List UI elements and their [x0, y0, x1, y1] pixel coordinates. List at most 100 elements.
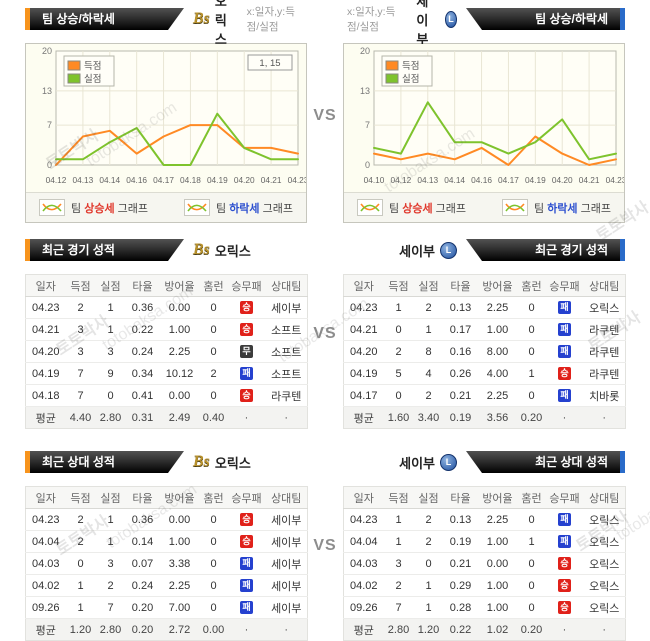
- result-loss-icon: 패: [240, 367, 253, 380]
- table-cell: 패: [227, 362, 266, 385]
- table-cell: 세이부: [265, 296, 308, 319]
- result-loss-icon: 패: [558, 345, 571, 358]
- table-cell: 소프트: [265, 318, 308, 341]
- svg-text:04.13: 04.13: [417, 175, 438, 185]
- svg-text:04.14: 04.14: [99, 175, 120, 185]
- table-cell: 세이부: [265, 552, 308, 575]
- table-cell: 3: [65, 318, 96, 341]
- orix-recent-table: 일자 득점 실점 타율 방어율 홈런 승무패 상대팀 04.23 2 1 0.36 0.00 0 승 세이부 0…: [25, 274, 308, 429]
- column-header: 방어율: [159, 486, 200, 509]
- average-row: 평균 1.60 3.40 0.19 3.56 0.20 · ·: [343, 406, 626, 429]
- trend-charts-section: 팀 상승/하락세 Bs 오릭스 x:일자,y:득점/실점 20 13 7 0 04.12…: [25, 0, 625, 223]
- table-cell: 오릭스: [583, 530, 626, 553]
- crossing-lines-icon: [357, 199, 384, 216]
- table-cell: 1.00: [159, 530, 200, 553]
- orix-team-label: Bs 오릭스: [193, 241, 251, 260]
- orix-logo-icon: Bs: [193, 241, 210, 258]
- svg-text:04.21: 04.21: [579, 175, 600, 185]
- table-cell: 0.19: [443, 530, 478, 553]
- table-cell: 0.20: [517, 406, 546, 429]
- table-cell: 04.23: [25, 508, 66, 531]
- table-cell: 0.00: [159, 384, 200, 407]
- column-header: 득점: [383, 274, 414, 297]
- seibu-trend-panel: x:일자,y:득점/실점 세이부 L 팀 상승/하락세 20 13 7 0 04.10 0…: [343, 0, 625, 223]
- table-cell: 0.40: [199, 406, 228, 429]
- table-cell: 세이부: [265, 508, 308, 531]
- chart-footer-legend: 팀 상승세 그래프 팀 하락세 그래프: [344, 192, 624, 222]
- svg-text:13: 13: [42, 86, 52, 96]
- svg-text:실점: 실점: [84, 73, 101, 85]
- table-cell: 2.25: [477, 296, 518, 319]
- table-cell: 무: [227, 340, 266, 363]
- table-cell: 0: [517, 596, 546, 619]
- svg-text:0: 0: [47, 160, 52, 170]
- table-cell: 오릭스: [583, 508, 626, 531]
- table-row: 04.02 1 2 0.24 2.25 0 패 세이부: [25, 574, 308, 597]
- axis-note: x:일자,y:득점/실점: [246, 6, 295, 33]
- seibu-team-label: 세이부 L: [416, 0, 457, 48]
- table-cell: 2: [383, 574, 414, 597]
- trend-legend-item: 팀 상승세 그래프: [357, 199, 466, 216]
- table-cell: 2: [413, 296, 444, 319]
- table-cell: 2.72: [159, 618, 200, 641]
- column-header: 실점: [413, 486, 444, 509]
- seibu-logo-icon: L: [440, 241, 457, 259]
- table-cell: 0.34: [125, 362, 160, 385]
- table-cell: 1: [95, 296, 126, 319]
- table-cell: 1: [383, 296, 414, 319]
- seibu-team-label: 세이부 L: [399, 241, 457, 260]
- svg-text:04.10: 04.10: [364, 175, 385, 185]
- column-header: 득점: [65, 486, 96, 509]
- svg-text:20: 20: [360, 46, 370, 56]
- column-header: 실점: [95, 274, 126, 297]
- tab-accent-bar: [25, 451, 30, 473]
- table-cell: 승: [227, 318, 266, 341]
- table-cell: 1: [413, 596, 444, 619]
- column-header: 타율: [443, 486, 478, 509]
- table-cell: 04.19: [343, 362, 384, 385]
- table-row: 04.04 2 1 0.14 1.00 0 승 세이부: [25, 530, 308, 553]
- table-cell: 2: [383, 340, 414, 363]
- column-header: 승무패: [227, 274, 266, 297]
- table-cell: 04.04: [25, 530, 66, 553]
- table-cell: 라쿠텐: [583, 340, 626, 363]
- svg-text:7: 7: [47, 120, 52, 130]
- table-row: 04.23 2 1 0.36 0.00 0 승 세이부: [25, 508, 308, 531]
- table-cell: 0.19: [443, 406, 478, 429]
- svg-text:04.13: 04.13: [73, 175, 94, 185]
- trend-legend-item: 팀 하락세 그래프: [502, 199, 611, 216]
- table-cell: 승: [227, 530, 266, 553]
- tab-accent-bar: [620, 239, 625, 261]
- table-cell: 0.07: [125, 552, 160, 575]
- table-cell: 0.22: [443, 618, 478, 641]
- column-header: 방어율: [477, 274, 518, 297]
- table-cell: 0: [199, 340, 228, 363]
- table-cell: 세이부: [265, 530, 308, 553]
- seibu-recent-table: 일자 득점 실점 타율 방어율 홈런 승무패 상대팀 04.23 1 2 0.13 2.25 0 패 오릭스 0…: [343, 274, 626, 429]
- result-win-icon: 승: [558, 579, 571, 592]
- table-row: 04.18 7 0 0.41 0.00 0 승 라쿠텐: [25, 384, 308, 407]
- seibu-team-name: 세이부: [399, 455, 435, 471]
- table-cell: 3.40: [413, 406, 444, 429]
- column-header: 타율: [125, 486, 160, 509]
- table-cell: 오릭스: [583, 296, 626, 319]
- table-cell: 0.31: [125, 406, 160, 429]
- orix-logo-icon: Bs: [193, 10, 210, 27]
- table-cell: 4.40: [65, 406, 96, 429]
- table-cell: 2.25: [477, 508, 518, 531]
- table-cell: ·: [265, 618, 308, 641]
- table-cell: 2.25: [477, 384, 518, 407]
- svg-text:20: 20: [42, 46, 52, 56]
- table-cell: 4.00: [477, 362, 518, 385]
- table-cell: 2: [95, 574, 126, 597]
- table-cell: ·: [227, 406, 266, 429]
- table-cell: 세이부: [265, 574, 308, 597]
- trend-tab-left: 팀 상승/하락세: [25, 8, 184, 30]
- table-cell: 패: [545, 318, 584, 341]
- table-cell: 1.20: [413, 618, 444, 641]
- table-cell: 1: [383, 508, 414, 531]
- table-cell: 04.18: [25, 384, 66, 407]
- table-cell: 1.00: [159, 318, 200, 341]
- table-row: 09.26 1 7 0.20 7.00 0 패 세이부: [25, 596, 308, 619]
- legend-text: 팀 하락세 그래프: [534, 202, 611, 215]
